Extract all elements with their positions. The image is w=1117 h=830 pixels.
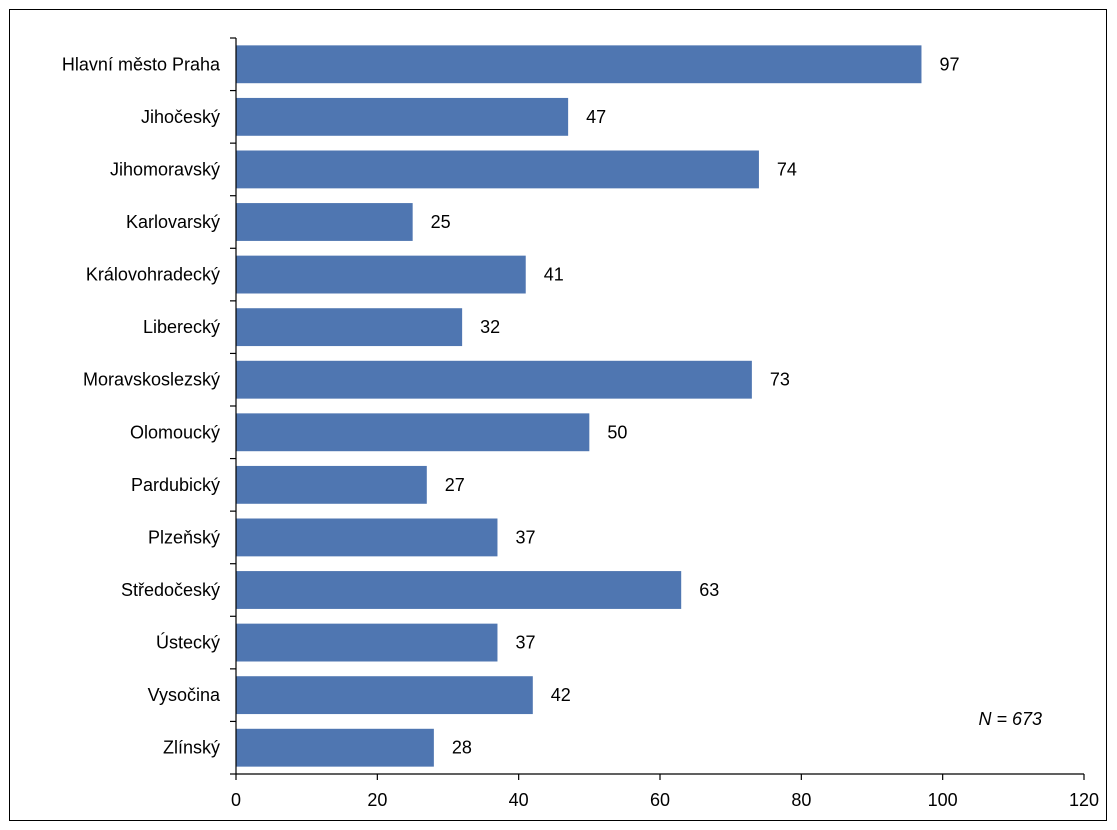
category-label: Moravskoslezský <box>83 370 220 390</box>
value-label: 25 <box>431 212 451 232</box>
bar <box>236 413 590 452</box>
category-label: Olomoucký <box>130 422 220 442</box>
value-label: 50 <box>607 422 627 442</box>
category-label: Liberecký <box>143 317 220 337</box>
bar <box>236 728 434 767</box>
bar <box>236 203 413 241</box>
x-tick-label: 0 <box>231 790 241 810</box>
category-label: Ústecký <box>156 632 220 653</box>
value-label: 37 <box>515 633 535 653</box>
category-label: Vysočina <box>148 685 221 705</box>
x-tick-label: 40 <box>509 790 529 810</box>
category-label: Pardubický <box>131 475 220 495</box>
category-labels: Hlavní město Praha Jihočeský Jihomoravský K… <box>62 54 221 757</box>
category-label: Jihomoravský <box>110 159 220 179</box>
category-label: Zlínský <box>163 738 220 758</box>
category-label: Plzeňský <box>148 527 220 547</box>
bar <box>236 623 498 662</box>
value-label: 27 <box>445 475 465 495</box>
category-label: Středočeský <box>121 580 220 600</box>
bar <box>236 360 752 399</box>
value-label: 41 <box>544 265 564 285</box>
x-tick-label: 20 <box>367 790 387 810</box>
bar <box>236 518 498 557</box>
x-tick-label: 120 <box>1069 790 1099 810</box>
bar <box>236 308 463 347</box>
bar <box>236 676 533 715</box>
category-label: Jihočeský <box>141 107 220 127</box>
value-label: 73 <box>770 370 790 390</box>
bar <box>236 465 427 504</box>
value-label: 37 <box>515 527 535 547</box>
value-label: 97 <box>939 54 959 74</box>
value-label: 42 <box>551 685 571 705</box>
value-label: 74 <box>777 159 797 179</box>
bars-group <box>236 45 922 767</box>
x-tick-label: 100 <box>928 790 958 810</box>
bar <box>236 150 759 189</box>
axes-group: 0 20 40 60 80 100 120 <box>230 37 1099 810</box>
sample-size-annotation: N = 673 <box>978 709 1042 729</box>
value-label: 63 <box>699 580 719 600</box>
category-label: Královohradecký <box>86 265 220 285</box>
x-tick-label: 80 <box>791 790 811 810</box>
value-label: 47 <box>586 107 606 127</box>
category-label: Hlavní město Praha <box>62 54 221 74</box>
category-label: Karlovarský <box>126 212 220 232</box>
bar <box>236 255 526 294</box>
bar <box>236 571 682 609</box>
bar <box>236 45 922 84</box>
value-labels: 97 47 74 25 41 32 73 50 27 37 63 37 42 28 <box>431 54 960 757</box>
value-label: 28 <box>452 738 472 758</box>
x-tick-label: 60 <box>650 790 670 810</box>
value-label: 32 <box>480 317 500 337</box>
bar <box>236 97 569 136</box>
